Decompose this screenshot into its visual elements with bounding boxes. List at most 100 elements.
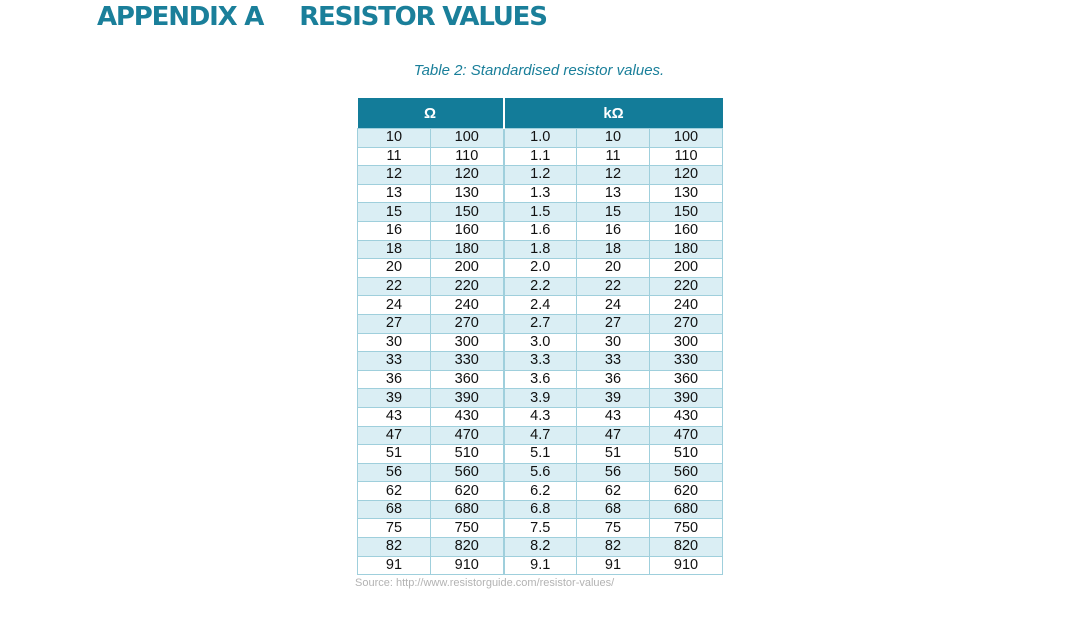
table-cell: 3.9: [502, 388, 577, 408]
table-cell: 62: [576, 481, 650, 501]
table-row: 22 220 2.2 22 220: [357, 276, 723, 297]
table-cell: 1.5: [502, 202, 577, 222]
table-cell: 91: [576, 555, 650, 576]
table-cell: 360: [430, 369, 504, 390]
table-cell: 10: [576, 128, 650, 148]
table-cell: 5.6: [502, 462, 577, 483]
table-row: 24 240 2.4 24 240: [357, 295, 723, 315]
table-cell: 3.6: [502, 369, 577, 390]
table-cell: 56: [357, 462, 431, 483]
table-cell: 510: [649, 444, 723, 464]
table-cell: 47: [357, 425, 431, 446]
table-cell: 300: [430, 332, 504, 353]
table-body: 10 100 1.0 10 100 11 110 1.1 11 110 12 120 1.2 12 120 1…: [357, 128, 723, 576]
table-row: 30 300 3.0 30 300: [357, 332, 723, 353]
table-cell: 160: [430, 220, 504, 241]
table-row: 75 750 7.5 75 750: [357, 518, 723, 539]
page-heading: APPENDIX A RESISTOR VALUES: [97, 2, 548, 32]
table-cell: 620: [649, 481, 723, 501]
table-cell: 390: [649, 388, 723, 408]
table-cell: 39: [357, 388, 431, 408]
table-cell: 180: [430, 239, 504, 260]
table-row: 36 360 3.6 36 360: [357, 369, 723, 390]
table-cell: 110: [649, 146, 723, 167]
table-header: Ω kΩ: [357, 98, 723, 129]
table-cell: 1.3: [502, 183, 577, 204]
table-cell: 51: [357, 444, 431, 464]
table-cell: 27: [357, 313, 431, 334]
table-cell: 270: [649, 313, 723, 334]
table-cell: 150: [649, 202, 723, 222]
table-cell: 16: [576, 220, 650, 241]
table-cell: 4.3: [502, 406, 577, 427]
table-cell: 1.2: [502, 165, 577, 185]
table-cell: 820: [649, 537, 723, 557]
table-cell: 130: [430, 183, 504, 204]
table-caption: Table 2: Standardised resistor values.: [413, 62, 665, 79]
table-cell: 20: [576, 258, 650, 278]
table-cell: 240: [430, 295, 504, 315]
table-cell: 4.7: [502, 425, 577, 446]
table-cell: 2.4: [502, 295, 577, 315]
table-cell: 11: [357, 146, 431, 167]
table-cell: 13: [357, 183, 431, 204]
table-row: 91 910 9.1 91 910: [357, 555, 723, 576]
table-cell: 6.8: [502, 499, 577, 520]
table-cell: 68: [357, 499, 431, 520]
table-cell: 100: [430, 128, 504, 148]
table-cell: 2.0: [502, 258, 577, 278]
table-cell: 7.5: [502, 518, 577, 539]
table-cell: 130: [649, 183, 723, 204]
table-cell: 110: [430, 146, 504, 167]
table-cell: 390: [430, 388, 504, 408]
table-cell: 47: [576, 425, 650, 446]
table-cell: 75: [357, 518, 431, 539]
table-cell: 360: [649, 369, 723, 390]
table-row: 33 330 3.3 33 330: [357, 351, 723, 371]
table-cell: 160: [649, 220, 723, 241]
table-cell: 180: [649, 239, 723, 260]
table-cell: 560: [649, 462, 723, 483]
resistor-table-container: Ω kΩ 10 100 1.0 10 100 11 110 1.1 11 110 12 120 1.2 1…: [357, 98, 723, 576]
table-cell: 5.1: [502, 444, 577, 464]
table-cell: 27: [576, 313, 650, 334]
table-cell: 30: [576, 332, 650, 353]
table-cell: 18: [357, 239, 431, 260]
table-cell: 22: [357, 276, 431, 297]
table-cell: 68: [576, 499, 650, 520]
table-cell: 15: [357, 202, 431, 222]
table-cell: 91: [357, 555, 431, 576]
table-cell: 8.2: [502, 537, 577, 557]
table-cell: 300: [649, 332, 723, 353]
table-cell: 12: [357, 165, 431, 185]
table-cell: 200: [649, 258, 723, 278]
table-cell: 120: [430, 165, 504, 185]
table-row: 12 120 1.2 12 120: [357, 165, 723, 185]
table-cell: 43: [576, 406, 650, 427]
table-cell: 51: [576, 444, 650, 464]
table-row: 68 680 6.8 68 680: [357, 499, 723, 520]
table-cell: 36: [576, 369, 650, 390]
table-cell: 120: [649, 165, 723, 185]
table-cell: 510: [430, 444, 504, 464]
table-cell: 13: [576, 183, 650, 204]
header-ohm: Ω: [357, 98, 504, 129]
table-cell: 220: [649, 276, 723, 297]
table-cell: 470: [649, 425, 723, 446]
table-cell: 430: [649, 406, 723, 427]
table-cell: 10: [357, 128, 431, 148]
table-cell: 56: [576, 462, 650, 483]
table-cell: 12: [576, 165, 650, 185]
table-cell: 3.0: [502, 332, 577, 353]
table-row: 13 130 1.3 13 130: [357, 183, 723, 204]
appendix-title: RESISTOR VALUES: [299, 2, 548, 32]
table-cell: 560: [430, 462, 504, 483]
table-cell: 11: [576, 146, 650, 167]
table-cell: 1.8: [502, 239, 577, 260]
table-cell: 9.1: [502, 555, 577, 576]
table-cell: 910: [430, 555, 504, 576]
table-cell: 82: [357, 537, 431, 557]
table-cell: 150: [430, 202, 504, 222]
table-row: 62 620 6.2 62 620: [357, 481, 723, 501]
table-cell: 2.2: [502, 276, 577, 297]
